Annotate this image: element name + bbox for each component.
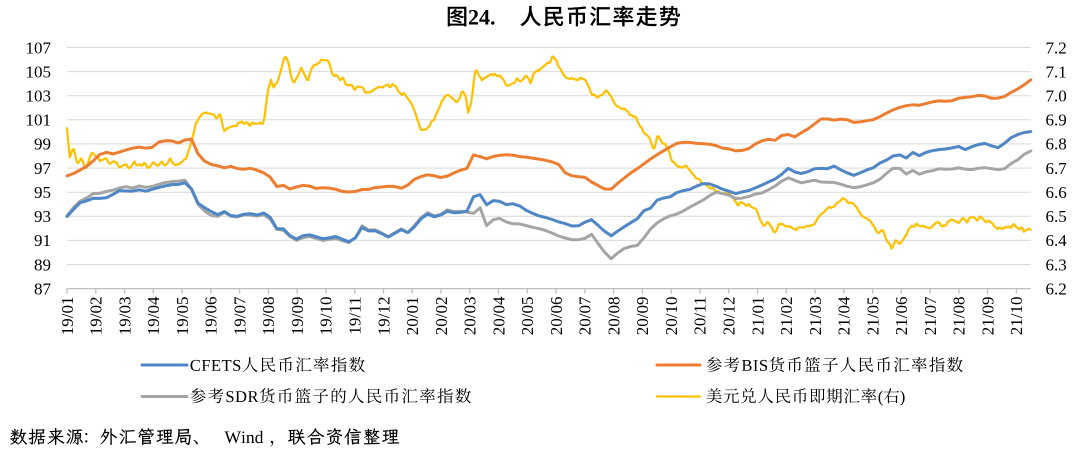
svg-text:21/02: 21/02 <box>777 297 796 336</box>
svg-text:19/11: 19/11 <box>346 297 365 335</box>
svg-text:6.6: 6.6 <box>1046 183 1067 202</box>
svg-text:19/05: 19/05 <box>173 297 192 336</box>
svg-text:20/11: 20/11 <box>691 297 710 335</box>
svg-text:7.1: 7.1 <box>1046 62 1067 81</box>
svg-text:19/07: 19/07 <box>230 296 249 335</box>
svg-text:20/06: 20/06 <box>547 297 566 336</box>
svg-text:19/03: 19/03 <box>115 297 134 336</box>
svg-text:19/04: 19/04 <box>144 296 163 335</box>
svg-text:93: 93 <box>34 207 51 226</box>
svg-text:21/06: 21/06 <box>892 297 911 336</box>
svg-text:20/07: 20/07 <box>576 296 595 335</box>
svg-text:21/10: 21/10 <box>1007 297 1026 336</box>
svg-text:6.9: 6.9 <box>1046 111 1067 130</box>
svg-text:101: 101 <box>26 111 52 130</box>
svg-text:20/08: 20/08 <box>604 297 623 336</box>
svg-text:99: 99 <box>34 135 51 154</box>
svg-text:6.4: 6.4 <box>1046 231 1068 250</box>
svg-text:6.2: 6.2 <box>1046 279 1067 298</box>
svg-text:105: 105 <box>26 62 52 81</box>
svg-text:20/10: 20/10 <box>662 297 681 336</box>
svg-text:20/09: 20/09 <box>633 297 652 336</box>
svg-text:103: 103 <box>26 87 52 106</box>
svg-text:20/01: 20/01 <box>403 297 422 336</box>
svg-text:91: 91 <box>34 231 51 250</box>
svg-text:87: 87 <box>34 279 52 298</box>
svg-text:21/01: 21/01 <box>748 297 767 336</box>
svg-text:19/10: 19/10 <box>317 297 336 336</box>
svg-text:95: 95 <box>34 183 51 202</box>
svg-text:21/03: 21/03 <box>806 297 825 336</box>
svg-text:21/09: 21/09 <box>978 297 997 336</box>
svg-text:6.3: 6.3 <box>1046 255 1067 274</box>
svg-text:21/08: 21/08 <box>950 297 969 336</box>
svg-text:6.7: 6.7 <box>1046 159 1068 178</box>
svg-text:7.0: 7.0 <box>1046 87 1067 106</box>
svg-text:20/02: 20/02 <box>432 297 451 336</box>
svg-text:89: 89 <box>34 255 51 274</box>
svg-text:6.8: 6.8 <box>1046 135 1067 154</box>
svg-text:20/05: 20/05 <box>518 297 537 336</box>
svg-text:19/09: 19/09 <box>288 297 307 336</box>
svg-text:6.5: 6.5 <box>1046 207 1067 226</box>
svg-text:97: 97 <box>34 159 52 178</box>
svg-text:7.2: 7.2 <box>1046 38 1067 57</box>
svg-text:19/02: 19/02 <box>87 297 106 336</box>
svg-text:19/12: 19/12 <box>374 297 393 336</box>
svg-text:21/05: 21/05 <box>863 297 882 336</box>
svg-text:20/03: 20/03 <box>461 297 480 336</box>
svg-text:21/04: 21/04 <box>835 296 854 335</box>
svg-text:20/04: 20/04 <box>489 296 508 335</box>
svg-text:19/08: 19/08 <box>259 297 278 336</box>
svg-text:107: 107 <box>26 38 52 57</box>
svg-text:20/12: 20/12 <box>720 297 739 336</box>
svg-text:19/06: 19/06 <box>202 297 221 336</box>
svg-text:19/01: 19/01 <box>58 297 77 336</box>
svg-text:21/07: 21/07 <box>921 296 940 335</box>
